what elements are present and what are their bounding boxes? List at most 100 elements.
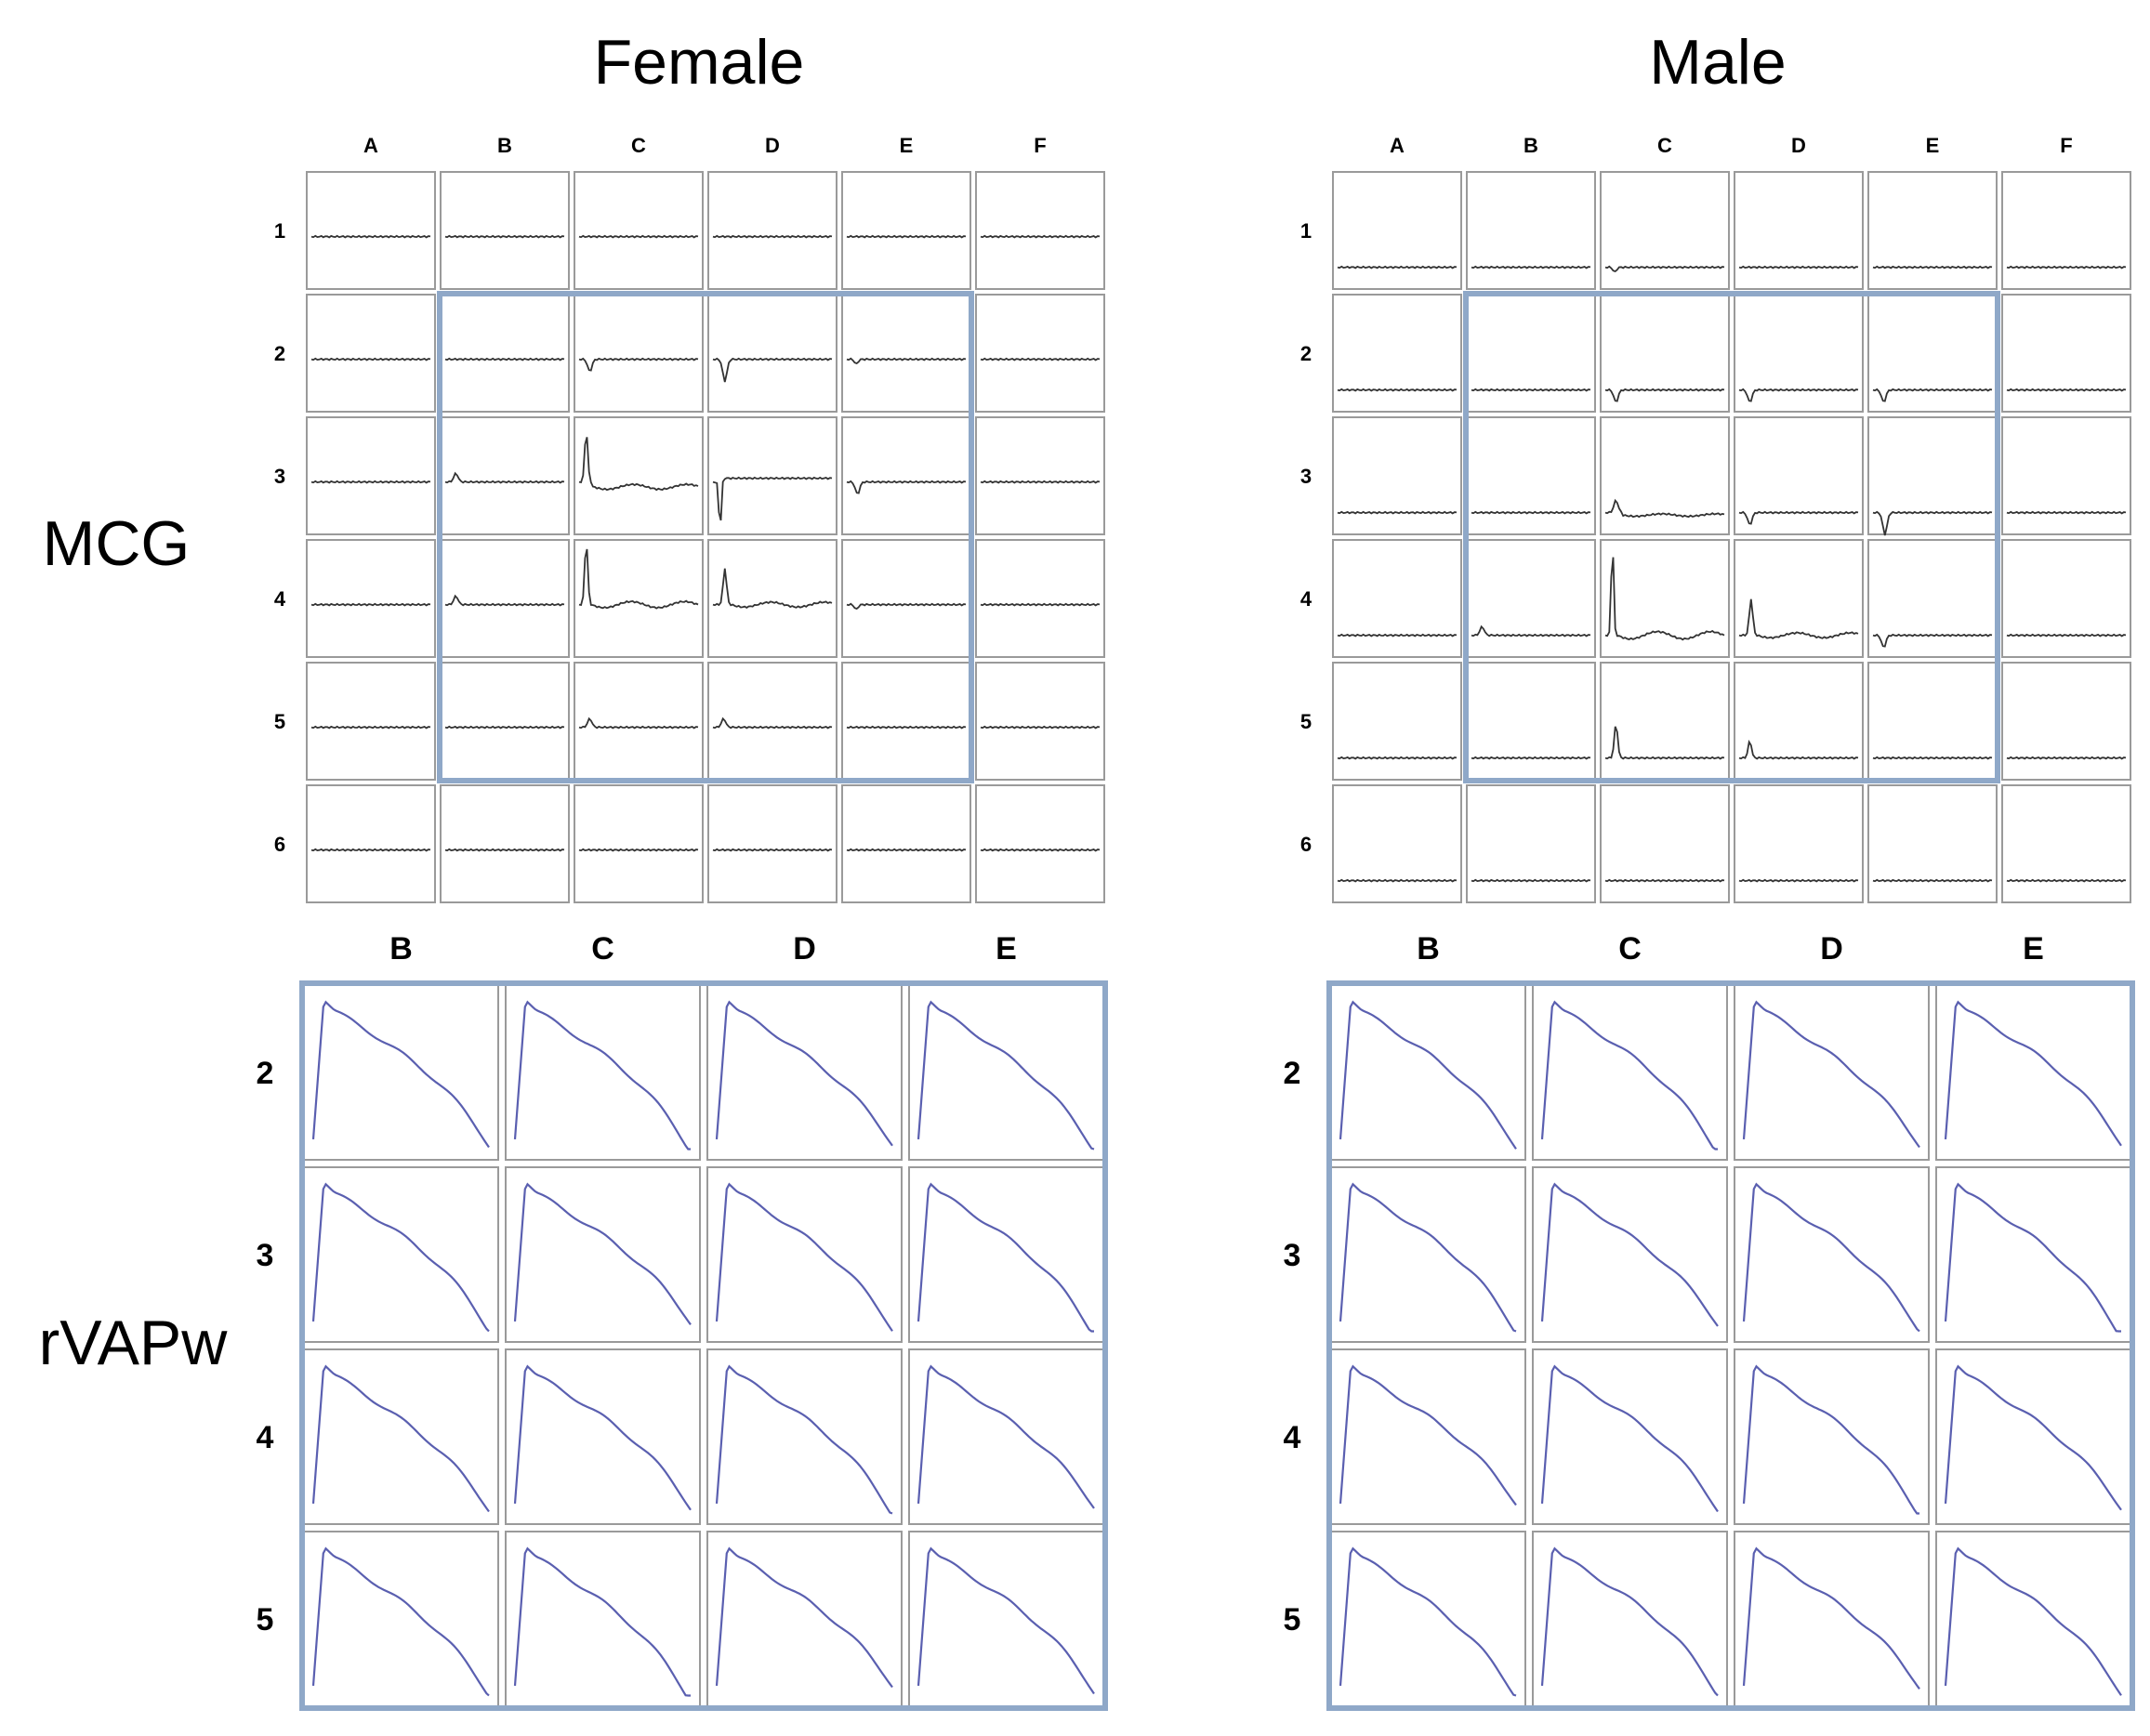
male-mcg-trace (1337, 265, 1458, 270)
female-mcg-cell (707, 539, 838, 658)
female-rvapw-trace (311, 1000, 490, 1149)
male-mcg-trace (1738, 510, 1859, 525)
female-rvapw-cell (706, 1166, 903, 1343)
male-mcg-col-label: B (1523, 134, 1538, 157)
male-rvapw-panel: B C D E 2 3 4 5 (1284, 931, 2135, 1711)
male-mcg-cell (1600, 294, 1730, 413)
male-mcg-trace (1872, 510, 1993, 536)
male-rvapw-cell (1734, 984, 1930, 1161)
female-rvapw-cell (303, 1166, 499, 1343)
female-mcg-cell (841, 539, 971, 658)
male-rvapw-trace (1339, 1364, 1517, 1506)
female-mcg-cell (841, 784, 971, 903)
female-rvapw-cell (706, 984, 903, 1161)
female-mcg-trace (846, 357, 967, 365)
male-rvapw-cell (1532, 1531, 1728, 1707)
male-rvapw-col-label: D (1820, 931, 1843, 967)
male-mcg-trace (1337, 510, 1458, 515)
male-mcg-cell (2001, 662, 2131, 781)
female-mcg-trace (980, 848, 1101, 852)
female-mcg-cell (841, 662, 971, 781)
female-mcg-cell (975, 294, 1105, 413)
male-mcg-trace (1738, 598, 1859, 639)
male-mcg-cell (1332, 539, 1462, 658)
male-mcg-trace (1604, 498, 1725, 519)
male-rvapw-trace (1339, 1546, 1517, 1697)
female-mcg-cell (306, 662, 436, 781)
female-mcg-cell (440, 171, 570, 290)
female-rvapw-trace (311, 1546, 490, 1697)
female-mcg-trace (980, 602, 1101, 607)
male-mcg-trace (1738, 878, 1859, 883)
male-mcg-trace (1738, 739, 1859, 760)
male-mcg-trace (2006, 510, 2127, 515)
male-mcg-trace (1337, 633, 1458, 638)
female-mcg-highlight-box (437, 291, 974, 783)
male-mcg-trace (2006, 756, 2127, 760)
male-mcg-trace (1872, 388, 1993, 402)
male-mcg-cell (1600, 784, 1730, 903)
male-mcg-trace (1604, 265, 1725, 273)
male-rvapw-cell (1935, 1166, 2131, 1343)
female-rvapw-cell (908, 1531, 1104, 1707)
mcg-row-label: MCG (43, 508, 191, 579)
male-mcg-trace (2006, 388, 2127, 392)
female-mcg-cell (841, 171, 971, 290)
female-mcg-trace (980, 725, 1101, 730)
male-mcg-row-label: 1 (1300, 219, 1312, 243)
male-mcg-trace (2006, 878, 2127, 883)
male-mcg-cell (1734, 539, 1864, 658)
female-rvapw-cell (505, 984, 701, 1161)
female-rvapw-trace (513, 1364, 692, 1511)
female-rvapw-trace (715, 1182, 893, 1332)
female-mcg-trace (310, 602, 431, 607)
female-mcg-row-label: 4 (274, 587, 286, 611)
male-mcg-cell (1466, 784, 1596, 903)
male-mcg-cell (1734, 416, 1864, 535)
male-mcg-trace (1337, 388, 1458, 392)
female-rvapw-trace (917, 1546, 1095, 1695)
female-rvapw-col-label: C (591, 931, 614, 967)
female-title: Female (594, 27, 805, 98)
female-mcg-cell (440, 294, 570, 413)
female-mcg-trace (444, 725, 565, 730)
male-mcg-row-label: 3 (1300, 465, 1312, 488)
female-mcg-row-label: 2 (274, 342, 285, 365)
female-rvapw-cell (505, 1531, 701, 1707)
female-mcg-cell (975, 416, 1105, 535)
male-rvapw-cell (1935, 984, 2131, 1161)
female-rvapw-panel: B C D E 2 3 4 5 (257, 931, 1108, 1711)
female-mcg-cell (841, 294, 971, 413)
male-rvapw-trace (1742, 1000, 1920, 1149)
male-mcg-cell (2001, 171, 2131, 290)
male-mcg-cell (2001, 784, 2131, 903)
female-mcg-col-label: B (497, 134, 512, 157)
male-rvapw-border (1326, 980, 2135, 1711)
male-rvapw-trace (1339, 1182, 1517, 1333)
female-mcg-trace (444, 234, 565, 239)
female-mcg-trace (578, 848, 699, 852)
male-mcg-row-label: 2 (1300, 342, 1312, 365)
male-rvapw-cell (1935, 1531, 2131, 1707)
female-mcg-trace (444, 357, 565, 362)
male-rvapw-cell (1734, 1166, 1930, 1343)
male-mcg-trace (1738, 388, 1859, 402)
female-mcg-trace (444, 848, 565, 852)
male-rvapw-cell (1330, 1531, 1526, 1707)
female-rvapw-row-label: 2 (257, 1056, 274, 1091)
male-mcg-trace (1471, 265, 1591, 270)
male-rvapw-cell (1330, 1348, 1526, 1525)
male-mcg-cell (2001, 294, 2131, 413)
female-mcg-trace (578, 234, 699, 239)
female-rvapw-cell (303, 984, 499, 1161)
female-mcg-cell (440, 539, 570, 658)
male-rvapw-trace (1742, 1546, 1920, 1690)
female-mcg-trace (712, 848, 833, 852)
female-rvapw-trace (917, 1364, 1095, 1509)
female-mcg-trace (578, 437, 699, 492)
male-mcg-cell (1466, 662, 1596, 781)
male-mcg-col-label: D (1791, 134, 1806, 157)
male-rvapw-trace (1944, 1000, 2122, 1147)
female-mcg-trace (310, 234, 431, 239)
